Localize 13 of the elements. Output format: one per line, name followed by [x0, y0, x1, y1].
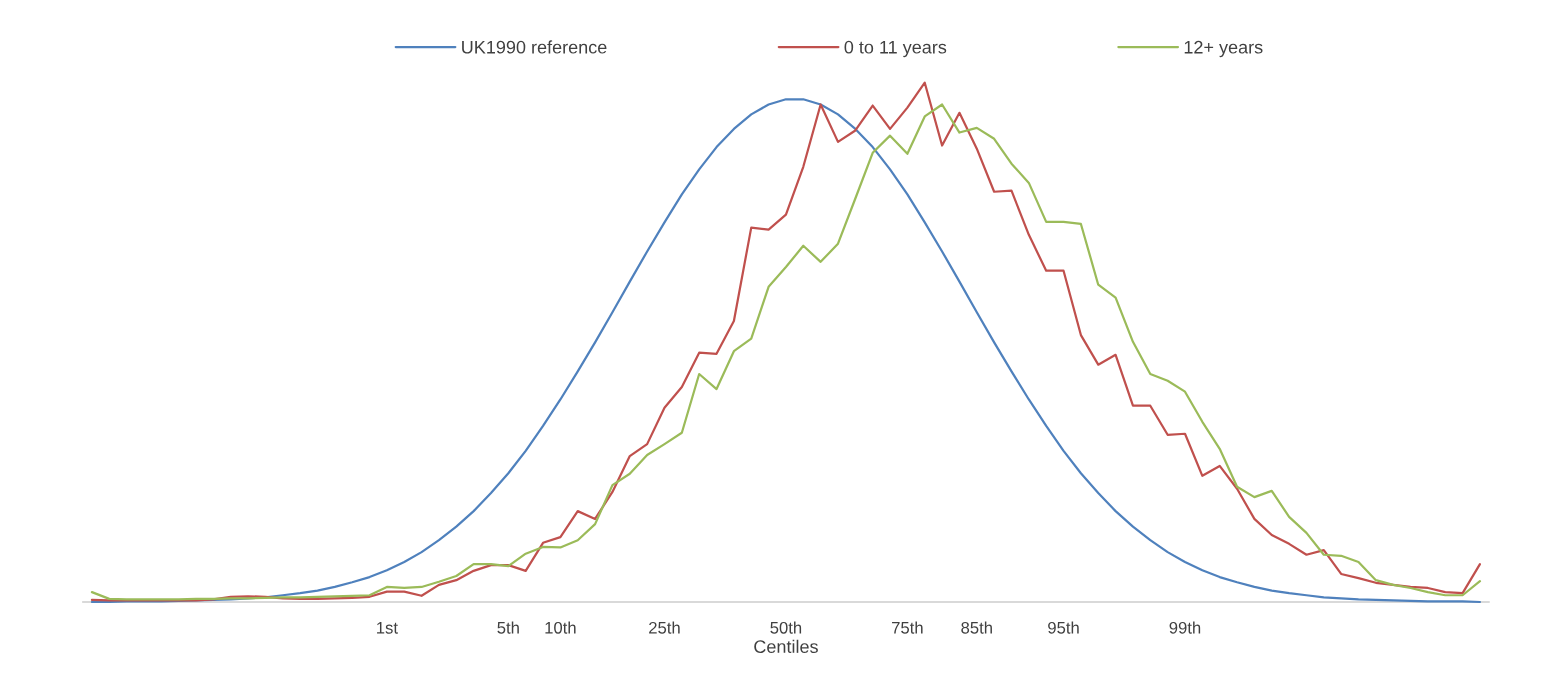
x-tick-label: 95th — [1048, 621, 1079, 634]
x-tick-label: 1st — [377, 622, 398, 634]
x-tick-label: 85th — [961, 621, 992, 634]
legend-label: 12+ years — [1184, 40, 1263, 58]
x-axis-title: Centiles — [754, 639, 818, 654]
x-tick-label: 25th — [649, 621, 680, 634]
x-tick-label: 50th — [770, 621, 802, 634]
legend-label: UK1990 reference — [462, 40, 607, 54]
x-tick-label: 99th — [1169, 621, 1201, 634]
x-tick-label: 75th — [892, 621, 923, 634]
x-tick-label: 10th — [545, 621, 576, 634]
legend-label: 0 to 11 years — [844, 40, 947, 58]
x-tick-label: 5th — [497, 621, 519, 634]
